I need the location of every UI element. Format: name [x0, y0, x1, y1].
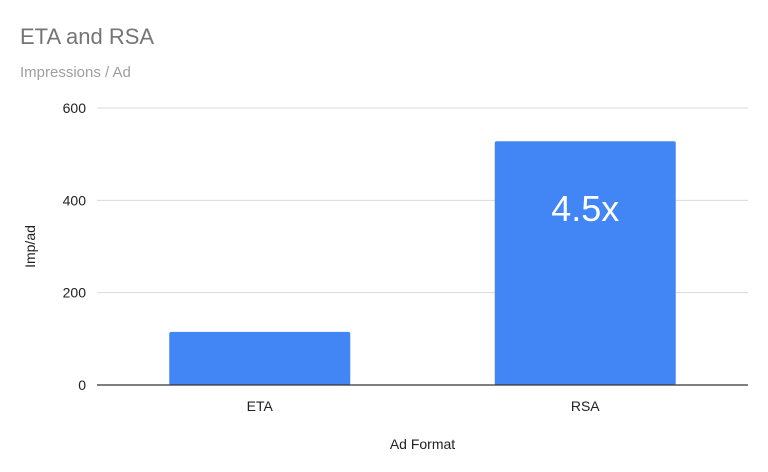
x-tick-label: ETA: [247, 398, 274, 414]
chart-title: ETA and RSA: [20, 24, 155, 49]
y-tick-label: 0: [78, 377, 86, 393]
y-axis-title: Imp/ad: [22, 225, 38, 268]
x-tick-label: RSA: [571, 398, 600, 414]
y-tick-label: 600: [63, 100, 87, 116]
bar-annotation: 4.5x: [551, 188, 619, 229]
x-axis-title: Ad Format: [390, 436, 455, 452]
chart-subtitle: Impressions / Ad: [20, 64, 131, 81]
bar-eta: [169, 331, 351, 385]
y-tick-label: 200: [63, 285, 87, 301]
y-tick-label: 400: [63, 192, 87, 208]
bar-rsa: [494, 141, 676, 385]
